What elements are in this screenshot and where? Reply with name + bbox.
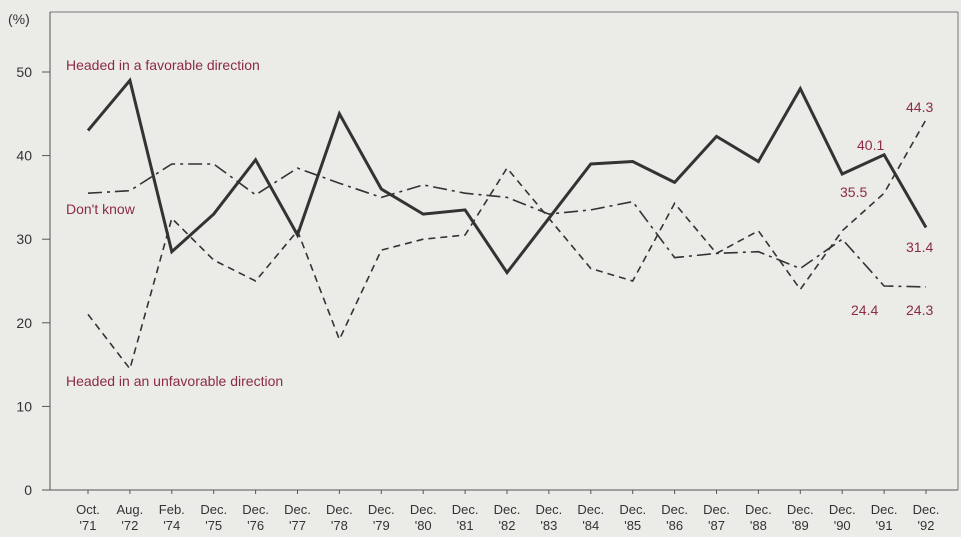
series-lines — [86, 77, 928, 371]
y-unit-label: (%) — [8, 11, 30, 27]
x-tick-label-month: Aug. — [117, 502, 144, 517]
x-tick-label-year: '72 — [121, 518, 138, 533]
x-tick-label-month: Dec. — [410, 502, 437, 517]
x-tick-label-month: Dec. — [661, 502, 688, 517]
y-tick-label: 40 — [16, 148, 32, 164]
x-tick-label-month: Dec. — [200, 502, 227, 517]
x-tick-label-year: '86 — [666, 518, 683, 533]
x-tick-label-year: '77 — [289, 518, 306, 533]
x-tick-label-year: '90 — [834, 518, 851, 533]
x-tick-label-month: Dec. — [619, 502, 646, 517]
x-tick-label-year: '88 — [750, 518, 767, 533]
x-tick-label-year: '91 — [876, 518, 893, 533]
x-tick-label-year: '84 — [582, 518, 599, 533]
x-tick-label-month: Dec. — [871, 502, 898, 517]
y-tick-label: 30 — [16, 231, 32, 247]
x-tick-label-year: '76 — [247, 518, 264, 533]
x-tick-label-month: Dec. — [452, 502, 479, 517]
chart-axes — [49, 11, 959, 491]
x-tick-label-month: Feb. — [159, 502, 185, 517]
x-tick-label-month: Dec. — [494, 502, 521, 517]
annotation-unfavorable-91: 35.5 — [840, 184, 867, 200]
y-ticks: 0 10 20 30 40 50 — [16, 64, 50, 498]
x-tick-label-month: Dec. — [242, 502, 269, 517]
annotation-dont-know-91: 24.4 — [851, 302, 878, 318]
x-tick-label-year: '92 — [918, 518, 935, 533]
x-tick-label-month: Dec. — [577, 502, 604, 517]
series-line-unfavorable — [87, 119, 927, 371]
series-line-dont-know — [87, 163, 927, 288]
x-tick-label-year: '87 — [708, 518, 725, 533]
series-label-dont-know: Don't know — [66, 201, 136, 217]
x-tick-label-month: Dec. — [368, 502, 395, 517]
x-tick-label-month: Dec. — [326, 502, 353, 517]
x-tick-label-month: Dec. — [829, 502, 856, 517]
x-tick-label-year: '75 — [205, 518, 222, 533]
x-tick-label-month: Dec. — [745, 502, 772, 517]
x-tick-label-year: '89 — [792, 518, 809, 533]
y-tick-label: 50 — [16, 64, 32, 80]
end-label-unfavorable: 44.3 — [906, 99, 933, 115]
x-tick-label-year: '71 — [80, 518, 97, 533]
end-label-dont-know: 24.3 — [906, 302, 933, 318]
x-tick-label-month: Oct. — [76, 502, 100, 517]
x-tick-label-year: '80 — [415, 518, 432, 533]
end-label-favorable: 31.4 — [906, 239, 933, 255]
annotation-favorable-91: 40.1 — [857, 137, 884, 153]
y-tick-label: 0 — [24, 482, 32, 498]
x-ticks: Oct.'71Aug.'72Feb.'74Dec.'75Dec.'76Dec.'… — [76, 490, 939, 533]
x-tick-label-year: '78 — [331, 518, 348, 533]
x-tick-label-year: '85 — [624, 518, 641, 533]
x-tick-label-month: Dec. — [284, 502, 311, 517]
series-label-favorable: Headed in a favorable direction — [66, 57, 260, 73]
x-tick-label-year: '83 — [540, 518, 557, 533]
y-tick-label: 10 — [16, 398, 32, 414]
x-tick-label-month: Dec. — [703, 502, 730, 517]
y-tick-label: 20 — [16, 315, 32, 331]
x-tick-label-month: Dec. — [536, 502, 563, 517]
x-tick-label-month: Dec. — [787, 502, 814, 517]
x-tick-label-month: Dec. — [913, 502, 940, 517]
x-tick-label-year: '82 — [499, 518, 516, 533]
x-tick-label-year: '74 — [163, 518, 180, 533]
x-tick-label-year: '79 — [373, 518, 390, 533]
x-tick-label-year: '81 — [457, 518, 474, 533]
series-label-unfavorable: Headed in an unfavorable direction — [66, 373, 283, 389]
series-line-favorable — [86, 77, 928, 276]
